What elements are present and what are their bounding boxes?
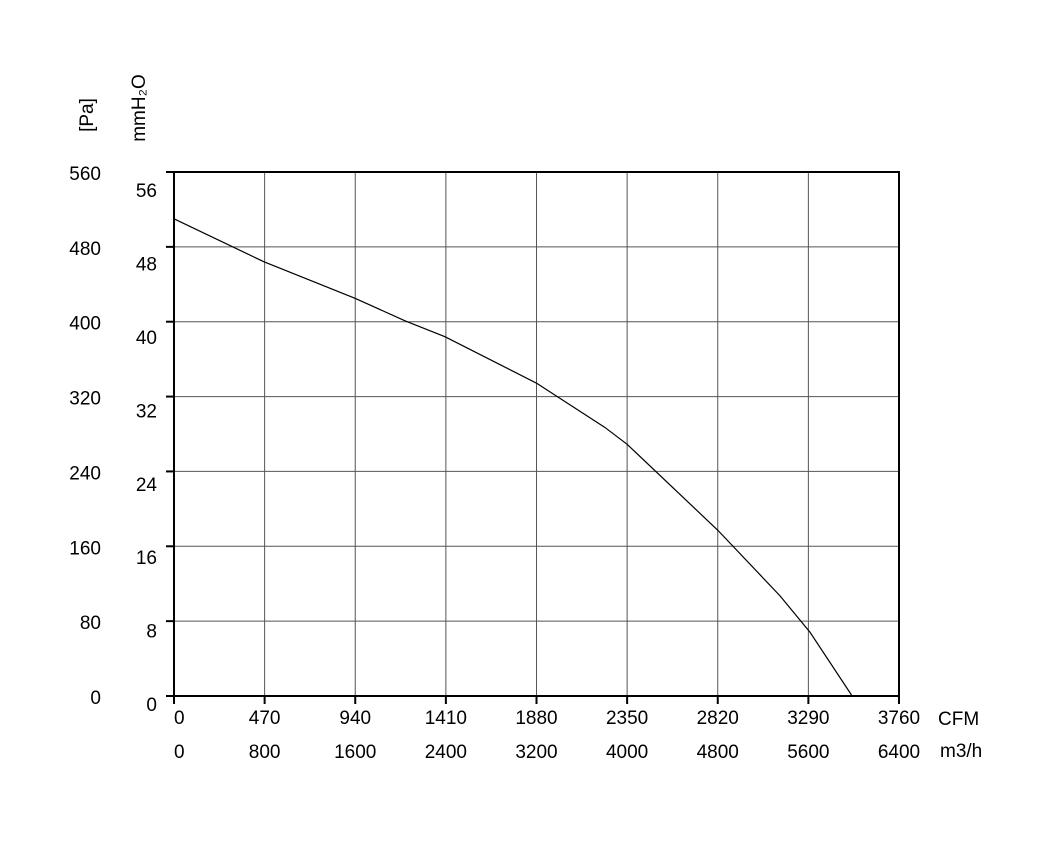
- y-axis-label: [Pa]: [77, 98, 98, 132]
- y-tick-label: 240: [69, 463, 101, 484]
- y-tick-label: 320: [69, 389, 101, 410]
- y2-tick-label: 32: [136, 401, 157, 422]
- x2-tick-label: 5600: [787, 742, 829, 763]
- y2-tick-label: 48: [136, 255, 157, 276]
- x-tick-label: 3290: [787, 708, 829, 729]
- x2-tick-label: 0: [174, 742, 185, 763]
- y-tick-label: 480: [69, 239, 101, 260]
- x2-axis-label: m3/h: [940, 741, 982, 762]
- x2-tick-label: 800: [249, 742, 281, 763]
- y2-tick-label: 40: [136, 328, 157, 349]
- y-tick-label: 0: [90, 688, 101, 709]
- y2-tick-label: 56: [136, 181, 157, 202]
- x-tick-label: 2820: [697, 708, 739, 729]
- x2-tick-label: 1600: [334, 742, 376, 763]
- curve: [173, 218, 853, 697]
- x2-tick-label: 6400: [878, 742, 920, 763]
- x-tick-label: 940: [339, 708, 371, 729]
- y2-tick-label: 24: [136, 475, 158, 496]
- y2-axis-label: mmH₂O: [129, 74, 150, 142]
- x-tick-label: 470: [249, 708, 281, 729]
- x-tick-label: 0: [174, 708, 185, 729]
- x2-tick-label: 4800: [697, 742, 739, 763]
- x2-tick-label: 4000: [606, 742, 648, 763]
- x-tick-label: 1410: [425, 708, 467, 729]
- x2-tick-label: 3200: [515, 742, 557, 763]
- y-tick-label: 160: [69, 538, 101, 559]
- y-tick-label: 400: [69, 314, 101, 335]
- x-tick-label: 3760: [878, 708, 920, 729]
- y-tick-label: 560: [69, 164, 101, 185]
- y2-tick-label: 0: [146, 695, 157, 716]
- x-axis-label: CFM: [938, 709, 979, 730]
- y-tick-label: 80: [80, 613, 101, 634]
- x-tick-label: 1880: [515, 708, 557, 729]
- y2-tick-label: 16: [136, 548, 157, 569]
- x2-tick-label: 2400: [425, 742, 467, 763]
- x-tick-label: 2350: [606, 708, 648, 729]
- y2-tick-label: 8: [146, 622, 157, 643]
- plot-frame: [173, 171, 900, 697]
